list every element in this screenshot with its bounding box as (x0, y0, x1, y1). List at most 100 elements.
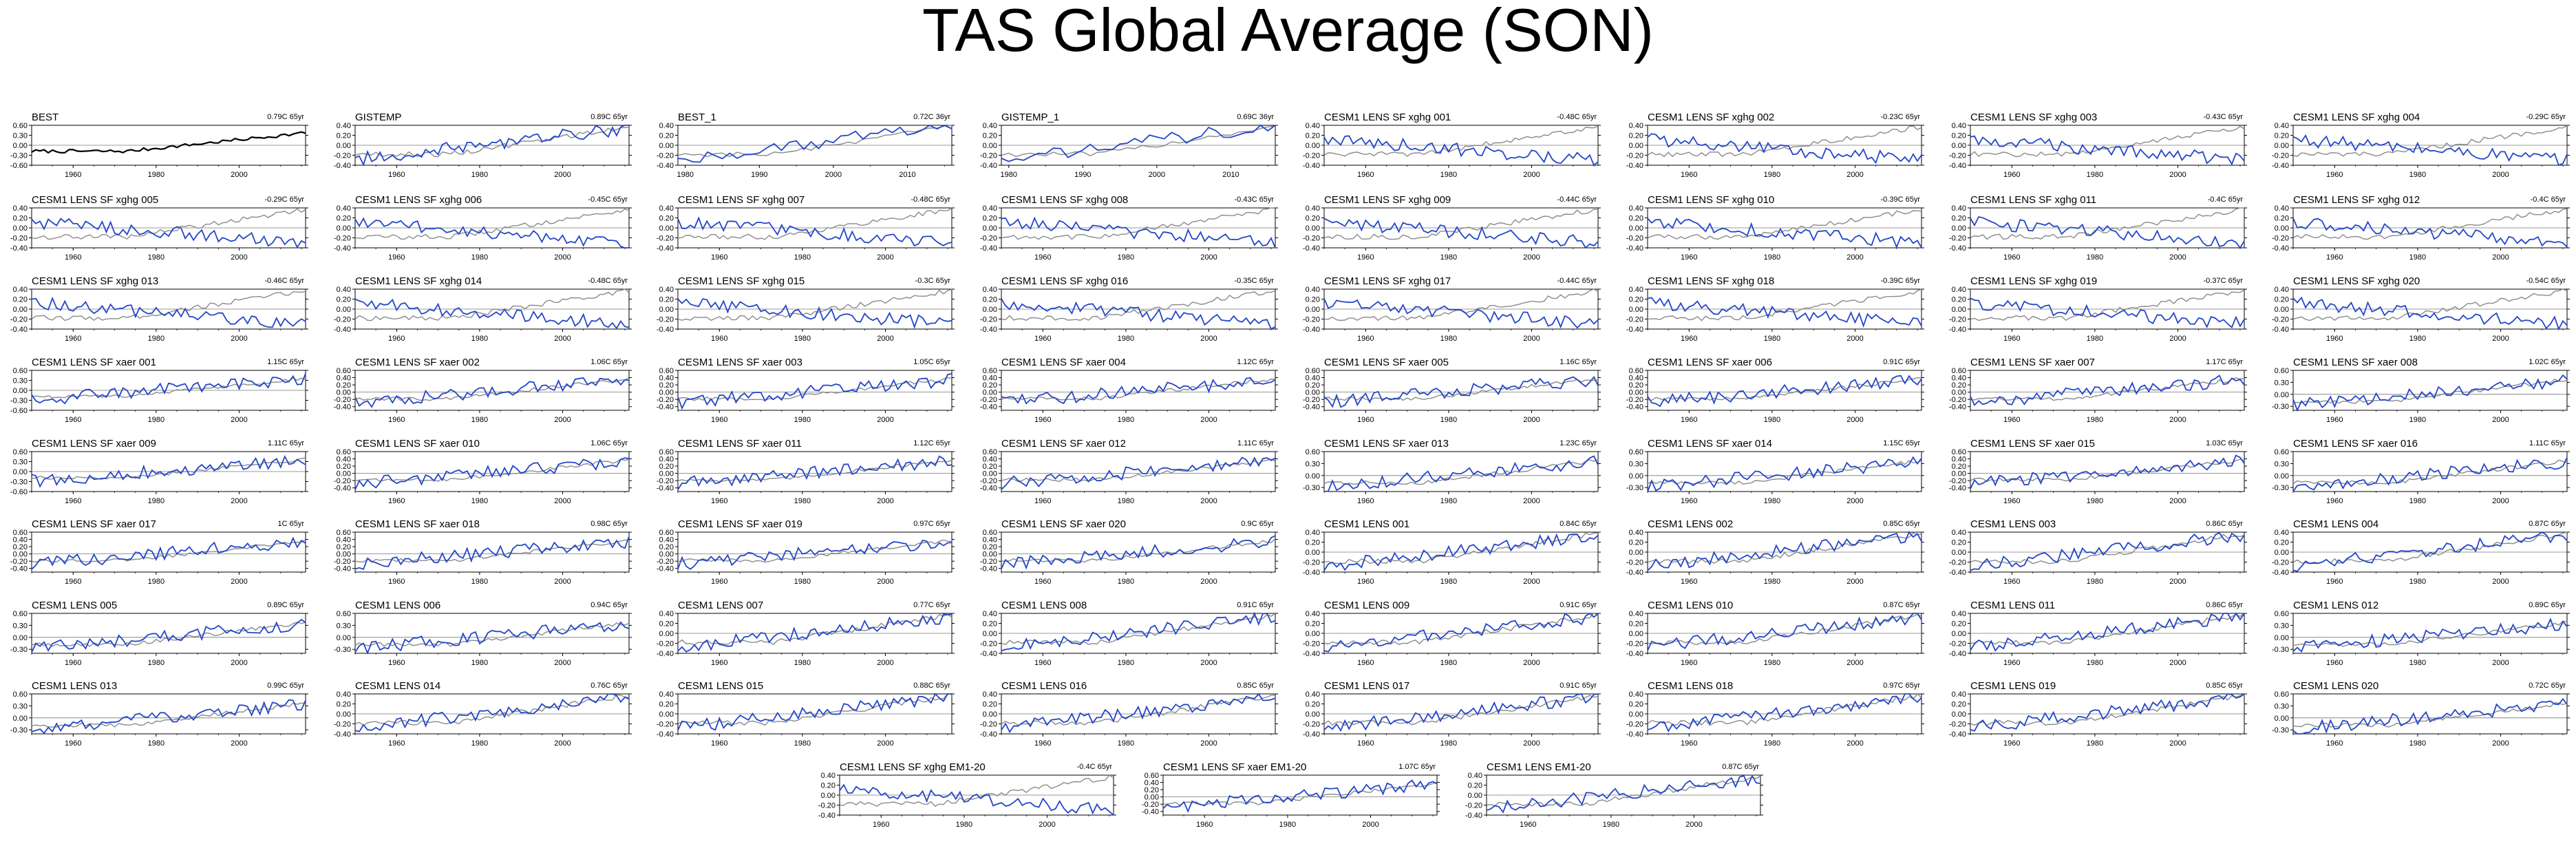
series-line-obs (1647, 460, 1922, 485)
panel-trend: -0.4C 65yr (2208, 196, 2244, 204)
panel-frame (677, 370, 952, 411)
y-tick-label: 0.00 (337, 470, 351, 478)
y-tick-label: 0.30 (13, 377, 28, 386)
y-tick-label: -0.20 (1626, 235, 1643, 243)
x-tick-label: 2000 (1846, 497, 1863, 505)
y-tick-label: -0.20 (1626, 640, 1643, 648)
series-line-model (31, 618, 306, 653)
panel: CESM1 LENS 018 0.97C 65yr 0.40 0.200.00 -0.2… (1626, 680, 1924, 748)
y-tick-label: -0.30 (10, 152, 28, 160)
panel-frame (354, 613, 630, 654)
panel: CESM1 LENS SF xghg 009 -0.44C 65yr 0.40 0.2… (1303, 194, 1601, 262)
x-tick-label: 2000 (2492, 335, 2509, 343)
panel: CESM1 LENS SF xghg 013 -0.46C 65yr 0.40 0.2… (10, 275, 308, 343)
x-tick-label: 1980 (2087, 171, 2103, 179)
panel-trend: 0.84C 65yr (1560, 520, 1597, 528)
y-tick-label: 0.20 (983, 132, 997, 140)
x-tick-label: 2000 (1846, 335, 1863, 343)
x-tick-label: 1960 (65, 253, 81, 262)
x-tick-label: 2000 (1200, 253, 1217, 262)
panel: CESM1 LENS SF xaer 017 1C 65yr 0.600.400.2… (10, 518, 308, 586)
series-line-model (31, 699, 306, 735)
x-tick-label: 2000 (554, 739, 571, 748)
x-tick-label: 2000 (1685, 821, 1702, 829)
y-tick-label: -0.40 (1949, 650, 1966, 658)
y-tick-label: 0.30 (13, 702, 28, 710)
x-tick-label: 1980 (677, 171, 694, 179)
x-tick-label: 1960 (65, 416, 81, 424)
y-tick-label: 0.00 (659, 630, 674, 638)
y-tick-label: 0.60 (659, 529, 674, 537)
panel: CESM1 LENS 003 0.86C 65yr 0.40 0.20 0.00 -0.2… (1949, 518, 2247, 586)
y-tick-label: 0.40 (983, 536, 997, 545)
x-tick-label: 1980 (956, 821, 972, 829)
y-tick-label: 0.00 (659, 470, 674, 478)
series-line-model (839, 783, 1114, 816)
series-line-obs (1486, 775, 1761, 807)
x-tick-label: 1980 (1764, 416, 1780, 424)
y-tick-label: 0.20 (1952, 463, 1966, 471)
x-tick-label: 1960 (1681, 253, 1697, 262)
y-tick-label: -0.40 (1626, 730, 1643, 739)
y-tick-label: 0.40 (659, 286, 674, 294)
y-tick-label: 0.60 (2275, 690, 2289, 699)
x-tick-label: 1960 (2326, 253, 2343, 262)
panel: CESM1 LENS SF xghg 002 -0.23C 65yr 0.40 0.2… (1626, 112, 1924, 179)
panel-trend: -0.29C 65yr (265, 196, 305, 204)
panel-trend: 1.11C 65yr (268, 439, 304, 447)
x-tick-label: 1960 (2003, 578, 2020, 586)
y-tick-label: 0.40 (337, 286, 351, 294)
y-tick-label: 0.40 (1952, 286, 1966, 294)
panel-trend: 1.15C 65yr (267, 358, 304, 366)
x-tick-label: 1980 (471, 659, 488, 667)
x-tick-label: 2000 (2169, 497, 2186, 505)
panel-title: CESM1 LENS SF xaer 011 (678, 438, 802, 450)
panel-title: CESM1 LENS SF xghg 015 (678, 275, 805, 287)
panel: CESM1 LENS SF xghg 006 -0.45C 65yr 0.40 0.2… (334, 194, 632, 262)
y-tick-label: 0.00 (983, 389, 997, 397)
x-tick-label: 1980 (1118, 739, 1134, 748)
panel-title: CESM1 LENS SF xaer 005 (1324, 357, 1449, 368)
x-tick-label: 2000 (1523, 659, 1540, 667)
series-line-model (31, 218, 306, 249)
series-line-model (1323, 298, 1599, 329)
panel: CESM1 LENS SF xghg 007 -0.48C 65yr 0.40 0.2… (657, 194, 955, 262)
x-tick-label: 1980 (1764, 739, 1780, 748)
x-tick-label: 1960 (1034, 497, 1051, 505)
y-tick-label: 0.20 (659, 620, 674, 629)
x-tick-label: 2000 (231, 659, 247, 667)
x-tick-label: 1960 (1357, 335, 1374, 343)
y-tick-label: -0.40 (657, 326, 674, 334)
y-tick-label: -0.40 (334, 326, 351, 334)
y-tick-label: -0.40 (334, 485, 351, 493)
y-tick-label: 0.60 (1952, 367, 1966, 375)
y-tick-label: -0.20 (10, 235, 28, 243)
x-tick-label: 2000 (2169, 659, 2186, 667)
panel-trend: 0.85C 65yr (2206, 682, 2243, 690)
x-tick-label: 1960 (2326, 335, 2343, 343)
series-line-model (677, 539, 952, 570)
y-tick-label: -0.20 (1626, 396, 1643, 404)
panel-frame (1001, 531, 1276, 573)
panel: CESM1 LENS SF xghg 010 -0.39C 65yr 0.40 0.2… (1626, 194, 1924, 262)
x-tick-label: 2000 (231, 578, 247, 586)
panel-title: CESM1 LENS 005 (32, 600, 117, 611)
x-tick-label: 1960 (388, 253, 405, 262)
y-tick-label: 0.40 (659, 204, 674, 213)
y-tick-label: -0.20 (980, 316, 997, 324)
x-tick-label: 2000 (877, 659, 893, 667)
panel-trend: -0.3C 65yr (915, 277, 951, 285)
y-tick-label: 0.20 (1468, 782, 1482, 790)
x-tick-label: 1960 (2003, 171, 2020, 179)
series-line-obs (354, 377, 630, 401)
series-line-obs (677, 288, 952, 321)
series-line-obs (354, 288, 630, 321)
panel: CESM1 LENS SF xaer 013 1.23C 65yr 0.60 0.30… (1303, 438, 1601, 505)
y-tick-label: 0.40 (983, 374, 997, 383)
series-line-obs (31, 377, 306, 399)
y-tick-label: 0.40 (659, 536, 674, 545)
series-line-model (677, 372, 952, 410)
series-line-model (1647, 133, 1922, 165)
panel-title: BEST_1 (678, 112, 716, 123)
x-tick-label: 1980 (471, 253, 488, 262)
